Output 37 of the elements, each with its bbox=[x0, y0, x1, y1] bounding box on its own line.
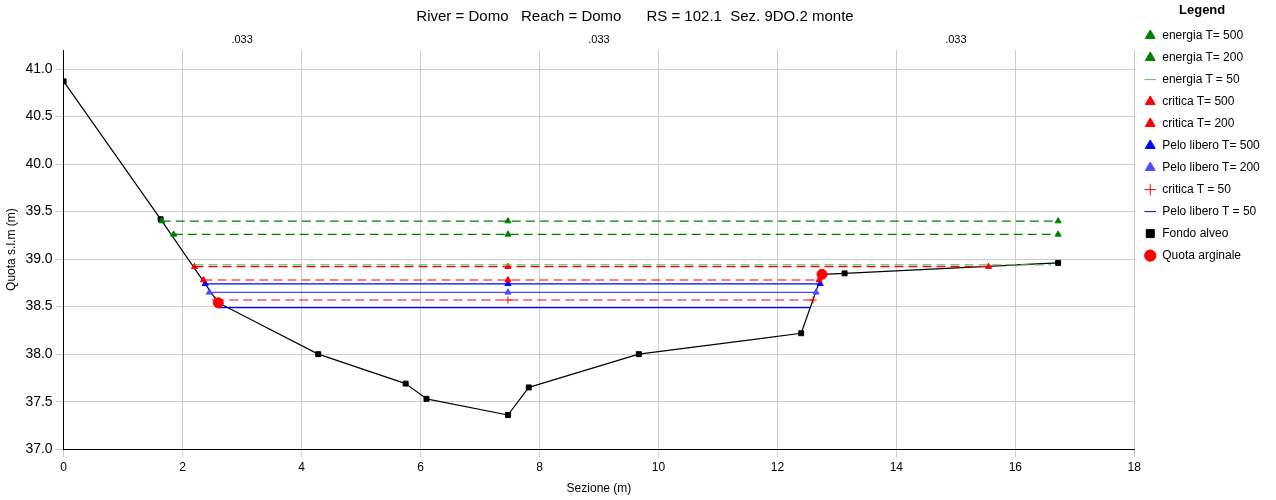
y-tick-label: 38.0 bbox=[25, 345, 53, 362]
y-tick-label: 40.0 bbox=[25, 154, 53, 171]
legend-label: critica T= 200 bbox=[1162, 115, 1235, 130]
legend-label: critica T = 50 bbox=[1162, 181, 1232, 196]
x-tick-label: 2 bbox=[179, 459, 187, 474]
legend-label: energia T= 500 bbox=[1162, 27, 1244, 42]
legend-label: critica T= 500 bbox=[1162, 93, 1235, 108]
y-tick-label: 37.0 bbox=[25, 440, 53, 457]
legend-label: Pelo libero T= 500 bbox=[1162, 137, 1261, 152]
x-tick-label: 0 bbox=[60, 459, 68, 474]
x-axis-title: Sezione (m) bbox=[566, 481, 632, 496]
y-tick-label: 37.5 bbox=[25, 392, 53, 409]
legend-title: Legend bbox=[1179, 2, 1226, 18]
legend-label: Fondo alveo bbox=[1162, 225, 1229, 240]
text: .033 bbox=[588, 33, 610, 46]
text: .033 bbox=[231, 33, 253, 46]
legend-label: Pelo libero T= 200 bbox=[1162, 159, 1261, 174]
x-tick-label: 4 bbox=[298, 459, 306, 474]
x-tick-label: 10 bbox=[651, 459, 666, 474]
y-tick-label: 39.0 bbox=[25, 249, 53, 266]
x-tick-label: 18 bbox=[1127, 459, 1142, 474]
y-tick-label: 38.5 bbox=[25, 297, 53, 314]
x-tick-label: 12 bbox=[770, 459, 785, 474]
y-tick-label: 40.5 bbox=[25, 107, 53, 124]
x-tick-label: 16 bbox=[1008, 459, 1023, 474]
x-tick-label: 14 bbox=[889, 459, 904, 474]
x-tick-label: 8 bbox=[536, 459, 544, 474]
x-tick-label: 6 bbox=[417, 459, 425, 474]
legend-label: Pelo libero T = 50 bbox=[1162, 203, 1257, 218]
chart-title: River = Domo Reach = Domo RS = 102.1 Sez. 9DO.2 monte bbox=[416, 7, 854, 25]
legend-label: Quota arginale bbox=[1162, 247, 1242, 262]
y-tick-label: 39.5 bbox=[25, 202, 53, 219]
y-axis-title: Quota s.l.m (m) bbox=[3, 208, 18, 291]
y-tick-label: 41.0 bbox=[25, 59, 53, 76]
legend-label: energia T= 200 bbox=[1162, 49, 1244, 64]
legend-label: energia T = 50 bbox=[1162, 71, 1240, 86]
text: .033 bbox=[945, 33, 967, 46]
